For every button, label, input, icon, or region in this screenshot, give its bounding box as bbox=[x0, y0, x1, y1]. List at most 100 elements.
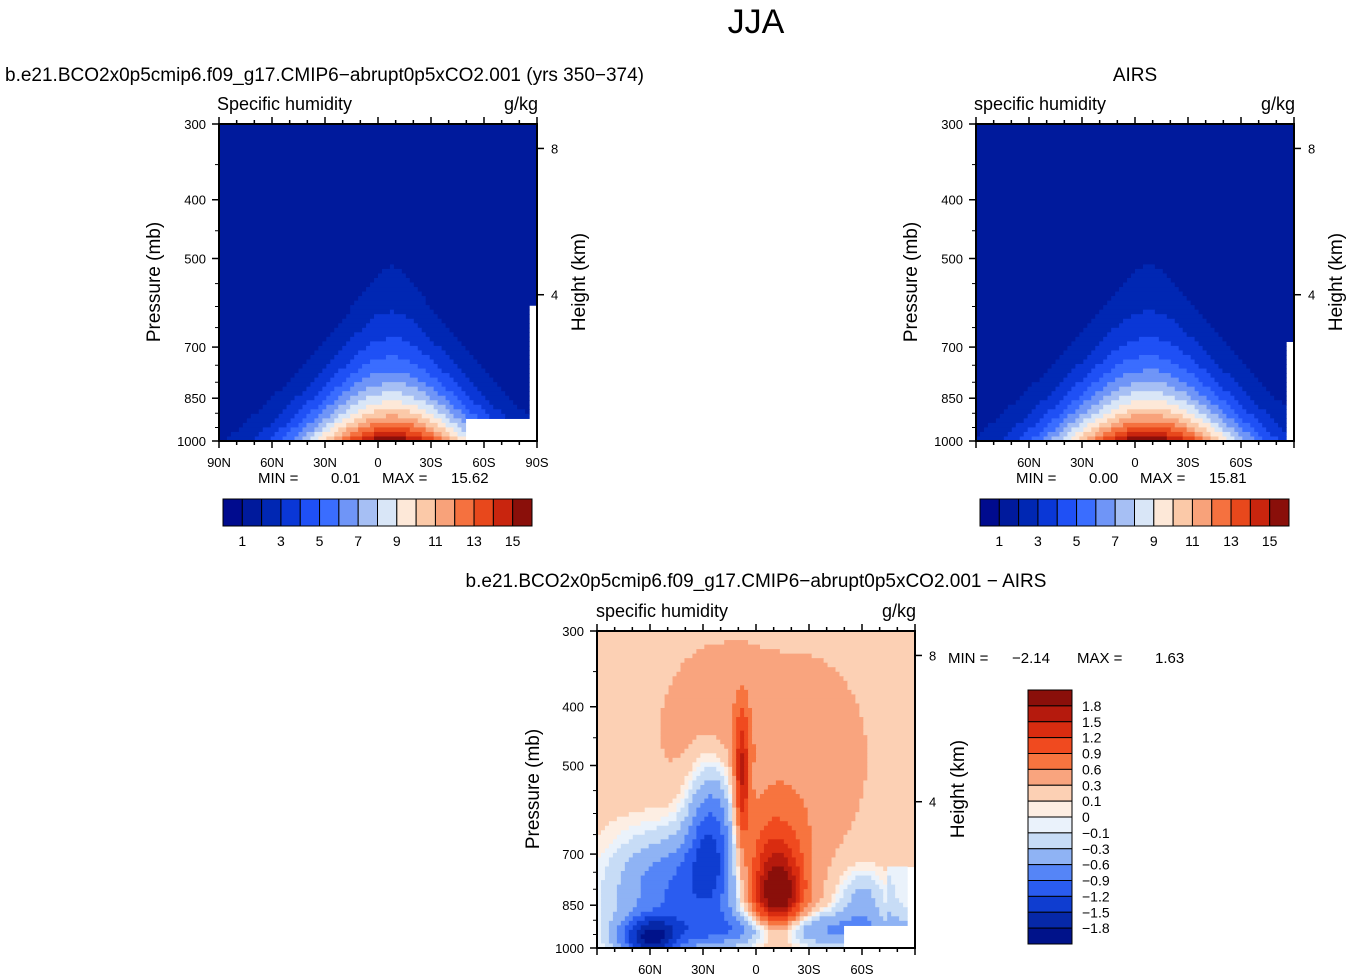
field-cell bbox=[740, 739, 745, 745]
field-cell bbox=[640, 848, 678, 854]
field-cell bbox=[708, 794, 713, 800]
field-cell bbox=[763, 866, 773, 872]
field-cell bbox=[318, 413, 331, 419]
field-cell bbox=[1162, 413, 1184, 419]
field-cell bbox=[322, 368, 339, 374]
field-cell bbox=[875, 898, 884, 904]
field-cell bbox=[509, 395, 530, 401]
field-cell bbox=[867, 775, 916, 782]
field-cell bbox=[640, 875, 674, 881]
field-cell bbox=[1166, 314, 1204, 320]
field-cell bbox=[752, 861, 761, 868]
field-cell bbox=[219, 323, 339, 329]
field-cell bbox=[672, 934, 682, 940]
field-cell bbox=[740, 807, 745, 813]
field-cell bbox=[676, 848, 690, 854]
field-cell bbox=[219, 160, 538, 166]
field-cell bbox=[976, 395, 1021, 401]
y-tick-label: 850 bbox=[941, 391, 963, 406]
field-cell bbox=[1182, 327, 1216, 333]
field-cell bbox=[740, 834, 761, 840]
field-cell bbox=[799, 907, 805, 913]
field-cell bbox=[863, 721, 916, 727]
field-cell bbox=[306, 386, 323, 392]
field-cell bbox=[219, 336, 327, 342]
field-cell bbox=[859, 798, 916, 804]
field-cell bbox=[219, 273, 379, 279]
field-cell bbox=[219, 305, 351, 311]
field-cell bbox=[795, 934, 805, 940]
field-cell bbox=[744, 916, 749, 922]
field-cell bbox=[1071, 436, 1080, 442]
field-cell bbox=[1123, 318, 1176, 324]
field-cell bbox=[863, 789, 916, 795]
field-cell bbox=[664, 694, 737, 700]
field-cell bbox=[597, 871, 606, 877]
field-cell bbox=[799, 871, 805, 877]
field-cell bbox=[803, 916, 809, 922]
field-cell bbox=[1198, 341, 1228, 347]
field-cell bbox=[759, 880, 765, 886]
field-cell bbox=[624, 938, 630, 945]
field-cell bbox=[1063, 418, 1076, 424]
field-cell bbox=[763, 893, 793, 899]
field-cell bbox=[397, 354, 431, 361]
field-cell bbox=[350, 404, 367, 410]
field-cell bbox=[767, 907, 789, 913]
model-left-string: Specific humidity bbox=[217, 94, 352, 114]
field-cell bbox=[724, 875, 729, 881]
field-cell bbox=[976, 273, 1132, 279]
field-cell bbox=[875, 902, 904, 908]
field-cell bbox=[795, 857, 805, 863]
field-cell bbox=[740, 712, 745, 718]
field-cell bbox=[242, 422, 272, 429]
field-cell bbox=[736, 780, 741, 786]
field-cell bbox=[803, 861, 813, 868]
field-cell bbox=[597, 730, 662, 736]
field-cell bbox=[505, 413, 530, 419]
field-cell bbox=[899, 916, 908, 922]
field-cell bbox=[752, 907, 757, 913]
x-tick-label: 60S bbox=[1229, 455, 1252, 470]
field-cell bbox=[306, 422, 319, 429]
field-cell bbox=[219, 382, 288, 388]
field-cell bbox=[763, 884, 793, 890]
field-cell bbox=[1214, 327, 1295, 333]
field-cell bbox=[1170, 359, 1196, 365]
field-cell bbox=[823, 907, 833, 913]
field-cell bbox=[728, 852, 733, 859]
field-cell bbox=[346, 400, 359, 406]
field-cell bbox=[608, 929, 618, 936]
field-cell bbox=[688, 789, 697, 795]
field-cell bbox=[1059, 413, 1069, 419]
field-cell bbox=[433, 431, 443, 438]
field-cell bbox=[728, 920, 741, 926]
y-tick-label: 300 bbox=[184, 117, 206, 132]
field-cell bbox=[318, 422, 327, 429]
field-cell bbox=[597, 739, 662, 745]
field-cell bbox=[756, 893, 761, 899]
field-cell bbox=[696, 852, 721, 859]
field-cell bbox=[748, 757, 757, 763]
field-cell bbox=[473, 400, 490, 406]
field-cell bbox=[976, 187, 1295, 193]
field-cell bbox=[473, 354, 530, 361]
colorbar-label: −0.1 bbox=[1082, 825, 1110, 841]
field-cell bbox=[1214, 359, 1243, 365]
field-cell bbox=[756, 916, 761, 922]
field-cell bbox=[903, 902, 908, 908]
field-cell bbox=[724, 744, 733, 750]
field-cell bbox=[668, 689, 737, 695]
field-cell bbox=[1047, 409, 1065, 415]
field-cell bbox=[807, 880, 813, 886]
diff-field bbox=[597, 631, 916, 949]
field-cell bbox=[795, 893, 801, 899]
field-cell bbox=[807, 821, 852, 827]
field-cell bbox=[799, 916, 805, 922]
field-cell bbox=[597, 825, 606, 831]
field-cell bbox=[668, 757, 674, 763]
field-cell bbox=[791, 848, 801, 854]
field-cell bbox=[1210, 386, 1224, 392]
field-cell bbox=[1282, 400, 1287, 406]
field-cell bbox=[976, 386, 1029, 392]
